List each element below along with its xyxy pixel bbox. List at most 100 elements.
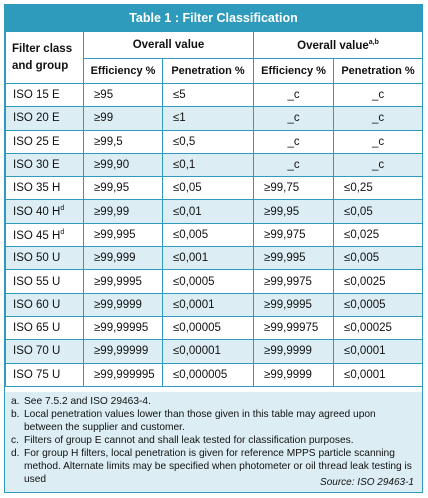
- local-efficiency-cell-text: ≥99,9999: [264, 345, 312, 358]
- filter-class-cell-text: ISO 55 U: [13, 275, 61, 288]
- efficiency-cell-text: ≥99,9995: [94, 275, 142, 288]
- penetration-cell: ≤0,05: [161, 176, 255, 201]
- footnotes: a. See 7.5.2 and ISO 29463-4. b. Local pene…: [5, 392, 422, 492]
- local-efficiency-cell-text: ≥99,95: [264, 205, 300, 218]
- filter-class-cell-text: ISO 75 U: [13, 368, 61, 381]
- header-row-2: Efficiency % Penetration % Efficiency % …: [6, 58, 424, 84]
- footnote-label: c.: [11, 435, 19, 446]
- filter-class-line2: and group: [12, 59, 69, 72]
- efficiency-cell: ≥99,999995: [83, 362, 163, 387]
- footnote-text: Local penetration values lower than thos…: [24, 409, 376, 433]
- footnote-text: See 7.5.2 and ISO 29463-4.: [24, 396, 151, 407]
- efficiency-cell: ≥99: [83, 106, 163, 131]
- penetration-cell-text: ≤5: [173, 89, 186, 102]
- filter-class-cell: ISO 15 E: [5, 82, 84, 108]
- footnote-label: d.: [11, 448, 20, 459]
- filter-class-cell: ISO 75 U: [5, 362, 84, 387]
- penetration-cell: ≤0,0001: [161, 292, 255, 317]
- table-row: ISO 55 U ≥99,9995 ≤0,0005 ≥99,9975 ≤0,0025: [5, 269, 424, 294]
- local-efficiency-cell-text: ≥99,995: [264, 252, 306, 265]
- efficiency-cell: ≥99,99: [83, 199, 163, 224]
- local-efficiency-cell: ≥99,9999: [253, 362, 335, 387]
- local-efficiency-cell: _c: [253, 129, 335, 154]
- footnote-list: a. See 7.5.2 and ISO 29463-4. b. Local pene…: [11, 395, 416, 486]
- penetration-cell-text: ≤0,00001: [173, 345, 221, 358]
- penetration-cell: ≤0,000005: [161, 362, 255, 387]
- penetration-cell: ≤0,0005: [161, 269, 255, 294]
- source-citation: Source: ISO 29463-1: [320, 477, 414, 488]
- penetration-cell: ≤0,1: [161, 152, 255, 178]
- penetration-cell-text: ≤0,01: [173, 205, 202, 218]
- filter-class-cell-text: ISO 40 H: [13, 206, 61, 219]
- filter-class-cell: ISO 50 U: [5, 246, 84, 271]
- footnote-text: For group H filters, local penetration i…: [24, 448, 412, 485]
- efficiency-cell-text: ≥99,995: [94, 228, 136, 241]
- local-penetration-cell: ≤0,0005: [333, 292, 424, 317]
- table-row: ISO 20 E ≥99 ≤1 _c _c: [5, 106, 424, 131]
- local-efficiency-cell-text: _c: [287, 112, 300, 125]
- efficiency-cell: ≥99,5: [83, 129, 163, 154]
- local-efficiency-cell-text: _c: [287, 89, 300, 102]
- local-penetration-cell-text: _c: [371, 135, 385, 148]
- efficiency-cell-text: ≥99,90: [94, 159, 130, 172]
- footnote: c. Filters of group E cannot and shall le…: [11, 434, 416, 447]
- penetration-cell-text: ≤0,05: [173, 182, 202, 195]
- header-row-1: Filter class and group Overall value Ove…: [5, 31, 424, 84]
- penetration-cell: ≤0,001: [161, 246, 255, 271]
- overall-value-local-header: Overall valuea,b: [253, 31, 424, 59]
- local-efficiency-cell: ≥99,75: [253, 176, 335, 201]
- efficiency-cell: ≥99,99999: [83, 339, 163, 364]
- local-efficiency-cell: ≥99,9995: [253, 292, 335, 317]
- penetration-cell-text: ≤0,5: [173, 135, 196, 148]
- filter-class-cell-text: ISO 65 U: [13, 322, 61, 335]
- efficiency-cell-text: ≥99,99: [94, 205, 130, 218]
- local-penetration-cell: _c: [333, 129, 424, 154]
- overall-value-local-sup: a,b: [368, 38, 379, 46]
- footnote: b. Local penetration values lower than th…: [11, 408, 416, 434]
- local-penetration-cell-text: ≤0,05: [344, 205, 373, 218]
- table-title: Table 1 : Filter Classification: [5, 5, 422, 31]
- local-penetration-cell-text: ≤0,0025: [344, 275, 386, 288]
- filter-class-line1: Filter class: [12, 42, 73, 55]
- local-penetration-cell: ≤0,25: [333, 176, 424, 201]
- local-penetration-cell: ≤0,05: [333, 199, 424, 224]
- table-row: ISO 60 U ≥99,9999 ≤0,0001 ≥99,9995 ≤0,0005: [5, 292, 424, 317]
- penetration-cell: ≤0,00001: [161, 339, 255, 364]
- filter-class-sup: d: [60, 228, 65, 236]
- filter-class-cell: ISO 25 E: [5, 129, 84, 154]
- penetration-cell: ≤1: [161, 106, 255, 131]
- efficiency-cell-text: ≥99,99999: [94, 345, 149, 358]
- footnote: a. See 7.5.2 and ISO 29463-4.: [11, 395, 416, 408]
- local-penetration-cell-text: ≤0,0001: [344, 368, 386, 381]
- local-efficiency-cell-text: ≥99,975: [264, 228, 306, 241]
- filter-class-cell: ISO 70 U: [5, 339, 84, 364]
- efficiency-cell: ≥99,999: [83, 246, 163, 271]
- table-row: ISO 45 Hd ≥99,995 ≤0,005 ≥99,975 ≤0,025: [5, 222, 424, 248]
- filter-class-cell-text: ISO 60 U: [13, 298, 61, 311]
- efficiency-cell-text: ≥99,95: [94, 182, 130, 195]
- local-penetration-cell-text: ≤0,025: [344, 228, 380, 241]
- local-efficiency-cell: ≥99,95: [253, 199, 335, 224]
- overall-value-header: Overall value: [82, 31, 255, 59]
- local-efficiency-cell: ≥99,975: [253, 222, 335, 248]
- efficiency-cell-text: ≥99,999: [94, 252, 136, 265]
- local-efficiency-cell: ≥99,9975: [253, 269, 335, 294]
- efficiency-cell: ≥95: [83, 82, 163, 108]
- local-efficiency-cell-text: _c: [287, 159, 300, 172]
- penetration-cell: ≤5: [161, 82, 255, 108]
- local-efficiency-cell: ≥99,995: [253, 246, 335, 271]
- filter-class-cell-text: ISO 25 E: [13, 135, 60, 148]
- local-efficiency-cell: ≥99,9999: [253, 339, 335, 364]
- filter-class-cell-text: ISO 35 H: [13, 182, 61, 195]
- efficiency-cell: ≥99,9995: [83, 269, 163, 294]
- local-penetration-cell: ≤0,025: [333, 222, 424, 248]
- penetration-cell-text: ≤0,0005: [173, 275, 215, 288]
- local-penetration-cell-text: ≤0,0005: [344, 298, 386, 311]
- filter-class-cell: ISO 40 Hd: [5, 199, 84, 224]
- penetration-cell-text: ≤0,00005: [173, 322, 221, 335]
- filter-class-cell: ISO 35 H: [5, 176, 84, 201]
- penetration-header: Penetration %: [161, 58, 255, 84]
- efficiency-cell-text: ≥95: [94, 89, 114, 102]
- efficiency-cell: ≥99,995: [83, 222, 163, 248]
- table-row: ISO 15 E ≥95 ≤5 _c _c: [5, 82, 424, 108]
